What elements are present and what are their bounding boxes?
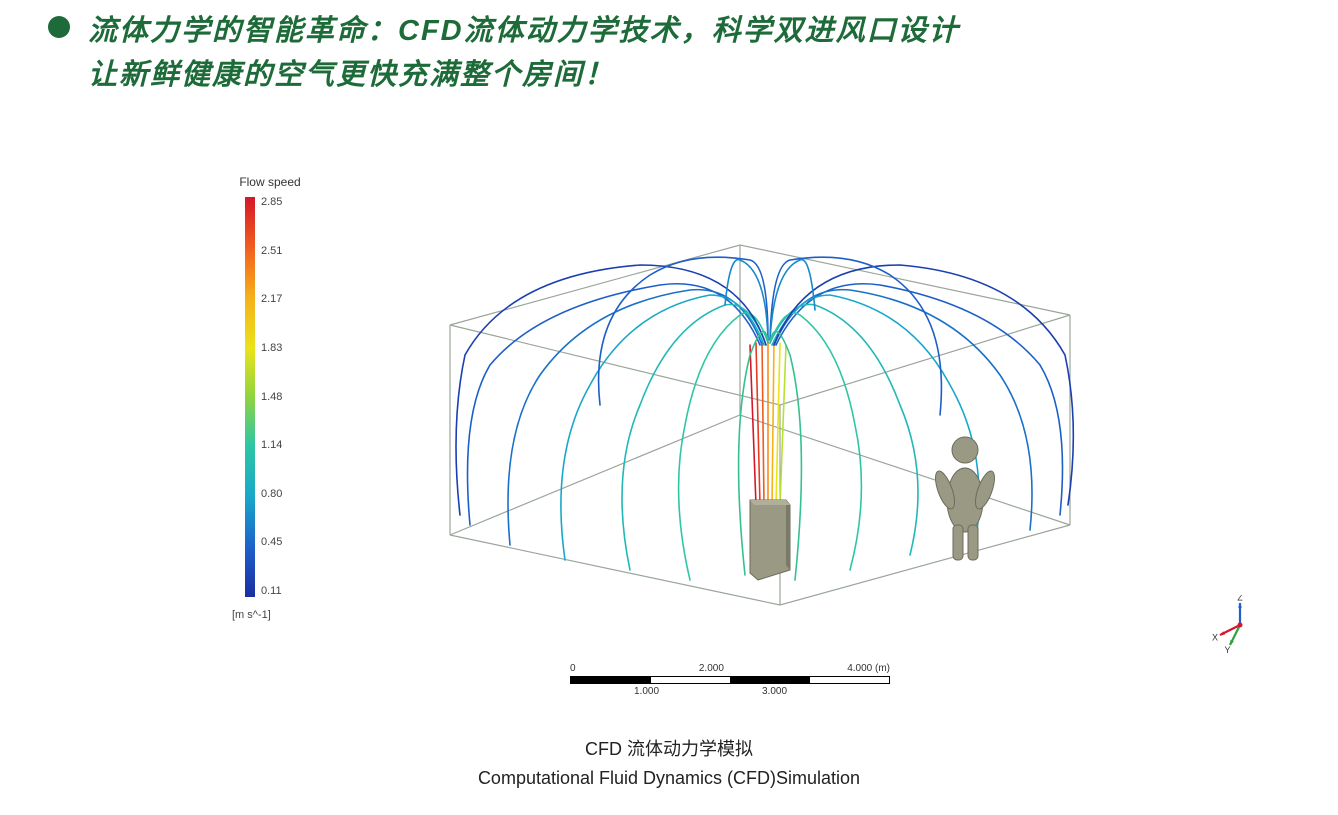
scale-tick: 0 bbox=[570, 663, 576, 674]
scale-segment bbox=[810, 676, 890, 684]
scale-tick: 4.000 (m) bbox=[847, 663, 890, 674]
legend-ticks: 2.85 2.51 2.17 1.83 1.48 1.14 0.80 0.45 0.11 bbox=[261, 197, 282, 597]
human-figure bbox=[932, 437, 999, 560]
scale-labels-bottom: 1.000 3.000 bbox=[570, 686, 890, 697]
legend-tick: 1.83 bbox=[261, 343, 282, 354]
svg-text:X: X bbox=[1212, 633, 1218, 643]
title-line-1: 流体力学的智能革命：CFD流体动力学技术，科学双进风口设计 bbox=[88, 10, 960, 54]
scale-segment bbox=[651, 676, 731, 684]
legend-gradient-bar bbox=[245, 197, 255, 597]
svg-text:Y: Y bbox=[1224, 645, 1230, 655]
legend-tick: 2.17 bbox=[261, 294, 282, 305]
legend-tick: 0.11 bbox=[261, 586, 282, 597]
air-purifier-device bbox=[750, 500, 790, 580]
legend-tick: 0.45 bbox=[261, 537, 282, 548]
cfd-simulation-plot bbox=[390, 205, 1090, 645]
legend-unit: [m s^-1] bbox=[232, 609, 320, 621]
axis-triad-icon: Z XY bbox=[1210, 595, 1270, 655]
scale-segments bbox=[570, 676, 890, 684]
bullet-icon bbox=[48, 16, 70, 38]
legend-tick: 0.80 bbox=[261, 489, 282, 500]
legend-tick: 2.51 bbox=[261, 246, 282, 257]
caption-en: Computational Fluid Dynamics (CFD)Simula… bbox=[0, 764, 1338, 793]
figure: Flow speed 2.852.512.171.831.481.140.800… bbox=[230, 175, 1100, 705]
scale-tick: 3.000 bbox=[762, 686, 890, 697]
color-legend: Flow speed 2.852.512.171.831.481.140.800… bbox=[230, 175, 320, 621]
scale-bar: 0 2.000 4.000 (m) 1.000 3.000 bbox=[570, 663, 890, 697]
scale-tick: 1.000 bbox=[634, 686, 762, 697]
scale-tick: 2.000 bbox=[699, 663, 724, 674]
legend-tick: 1.14 bbox=[261, 440, 282, 451]
scale-segment bbox=[731, 676, 811, 684]
legend-tick: 2.85 bbox=[261, 197, 282, 208]
legend-title: Flow speed bbox=[220, 175, 320, 189]
header: 流体力学的智能革命：CFD流体动力学技术，科学双进风口设计 让新鲜健康的空气更快… bbox=[0, 0, 1338, 97]
title-block: 流体力学的智能革命：CFD流体动力学技术，科学双进风口设计 让新鲜健康的空气更快… bbox=[88, 10, 960, 97]
caption-zh: CFD 流体动力学模拟 bbox=[0, 735, 1338, 764]
svg-text:Z: Z bbox=[1237, 595, 1243, 603]
scale-segment bbox=[571, 676, 651, 684]
title-line-2: 让新鲜健康的空气更快充满整个房间！ bbox=[88, 54, 960, 98]
legend-tick: 1.48 bbox=[261, 392, 282, 403]
caption: CFD 流体动力学模拟 Computational Fluid Dynamics… bbox=[0, 735, 1338, 793]
scale-labels-top: 0 2.000 4.000 (m) bbox=[570, 663, 890, 674]
